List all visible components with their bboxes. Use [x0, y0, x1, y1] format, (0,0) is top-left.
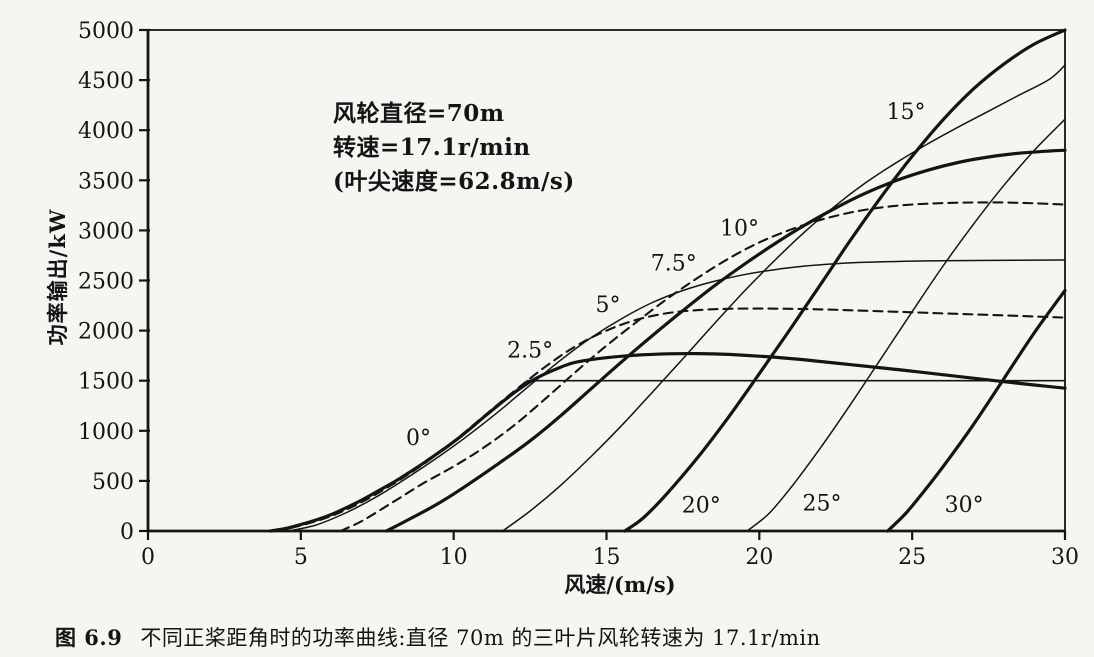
y-tick-label: 2000 — [78, 320, 134, 345]
y-tick-label: 3500 — [78, 169, 134, 194]
y-tick-label: 500 — [92, 470, 134, 495]
curve-pitch-5deg — [287, 259, 1066, 532]
curve-label-pitch-7p5deg: 7.5° — [651, 251, 697, 276]
x-tick-label: 0 — [141, 545, 155, 570]
x-axis-title: 风速/(m/s) — [564, 572, 676, 597]
y-tick-label: 1500 — [78, 370, 134, 395]
curve-label-pitch-30deg: 30° — [945, 493, 984, 518]
curve-label-pitch-15deg: 15° — [887, 100, 926, 125]
curve-label-pitch-0deg: 0° — [406, 426, 431, 451]
y-tick-label: 5000 — [78, 19, 134, 44]
rotor-diameter-note: 风轮直径=70m — [333, 100, 505, 127]
y-tick-label: 4500 — [78, 69, 134, 94]
curve-pitch-25deg — [746, 118, 1066, 532]
rotor-speed-note: 转速=17.1r/min — [333, 134, 531, 161]
curve-label-pitch-20deg: 20° — [682, 493, 721, 518]
curve-label-pitch-2p5deg: 2.5° — [507, 339, 553, 364]
x-tick-label: 25 — [898, 545, 926, 570]
x-tick-label: 20 — [745, 545, 773, 570]
x-tick-label: 10 — [440, 545, 468, 570]
figure-caption: 图 6.9 不同正桨距角时的功率曲线:直径 70m 的三叶片风轮转速为 17.1r… — [55, 622, 821, 652]
figure-caption-number: 图 6.9 — [55, 625, 123, 650]
y-tick-label: 4000 — [78, 119, 134, 144]
curve-pitch-7p5deg — [339, 201, 1067, 533]
x-tick-label: 15 — [593, 545, 621, 570]
curve-pitch-20deg — [623, 28, 1067, 533]
plot-border — [147, 29, 1066, 532]
curve-pitch-10deg — [384, 148, 1067, 533]
x-tick-label: 5 — [294, 545, 308, 570]
curve-label-pitch-5deg: 5° — [596, 293, 621, 318]
y-tick-label: 0 — [120, 520, 134, 545]
figure-caption-text: 不同正桨距角时的功率曲线:直径 70m 的三叶片风轮转速为 17.1r/min — [140, 626, 821, 650]
x-tick-label: 30 — [1051, 545, 1079, 570]
curve-label-pitch-10deg: 10° — [720, 216, 759, 241]
y-tick-label: 3000 — [78, 219, 134, 244]
y-tick-label: 1000 — [78, 420, 134, 445]
rotor-spec-annotation: 风轮直径=70m 转速=17.1r/min (叶尖速度=62.8m/s) — [333, 97, 575, 199]
tip-speed-note: (叶尖速度=62.8m/s) — [333, 168, 575, 195]
curve-pitch-0deg — [268, 351, 1067, 533]
curve-pitch-15deg — [501, 64, 1066, 532]
curve-pitch-30deg — [886, 288, 1067, 533]
curve-label-pitch-25deg: 25° — [802, 491, 841, 516]
curve-pitch-2p5deg — [275, 307, 1067, 533]
y-tick-label: 2500 — [78, 270, 134, 295]
y-axis-title: 功率输出/kW — [45, 208, 70, 346]
